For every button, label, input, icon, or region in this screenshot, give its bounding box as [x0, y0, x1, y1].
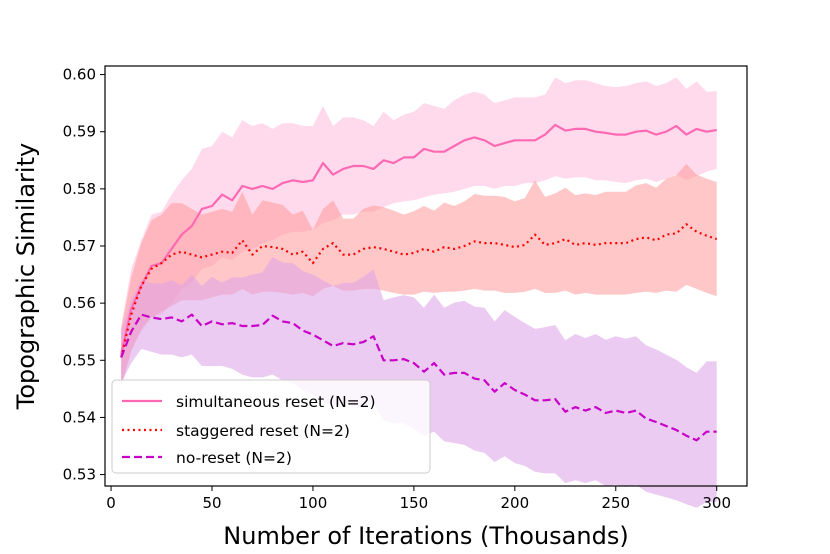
x-tick-label: 150 [400, 494, 429, 512]
series-lines [120, 123, 718, 442]
x-tick-label: 50 [202, 494, 221, 512]
band-simultaneous-reset [121, 77, 717, 387]
y-tick-label: 0.54 [63, 408, 96, 426]
x-tick-label: 200 [501, 494, 530, 512]
x-axis-ticks: 0 50 100 150 200 250 300 [106, 486, 731, 512]
y-tick-label: 0.53 [63, 466, 96, 484]
band-staggered-reset [121, 163, 717, 386]
x-tick-label: 250 [601, 494, 630, 512]
x-tick-label: 300 [702, 494, 731, 512]
legend-label-staggered-reset: staggered reset (N=2) [176, 422, 350, 440]
y-tick-label: 0.57 [63, 237, 96, 255]
series-line-simultaneous-reset [120, 123, 717, 355]
x-axis-label: Number of Iterations (Thousands) [223, 522, 628, 550]
y-axis-ticks: 0.53 0.54 0.55 0.56 0.57 0.58 0.59 0.60 [63, 66, 105, 484]
x-tick-label: 100 [299, 494, 328, 512]
y-tick-label: 0.59 [63, 123, 96, 141]
y-tick-label: 0.56 [63, 294, 96, 312]
y-tick-label: 0.60 [63, 66, 96, 84]
y-tick-label: 0.55 [63, 351, 96, 369]
legend-label-no-reset: no-reset (N=2) [176, 449, 292, 467]
y-tick-label: 0.58 [63, 180, 96, 198]
x-tick-label: 0 [106, 494, 116, 512]
series-line-no-reset [120, 313, 717, 442]
legend-label-simultaneous-reset: simultaneous reset (N=2) [176, 393, 376, 411]
y-axis-label: Topographic Similarity [12, 143, 40, 410]
legend: simultaneous reset (N=2) staggered reset… [111, 379, 431, 474]
legend-box [111, 379, 431, 474]
plot-frame [104, 65, 748, 487]
